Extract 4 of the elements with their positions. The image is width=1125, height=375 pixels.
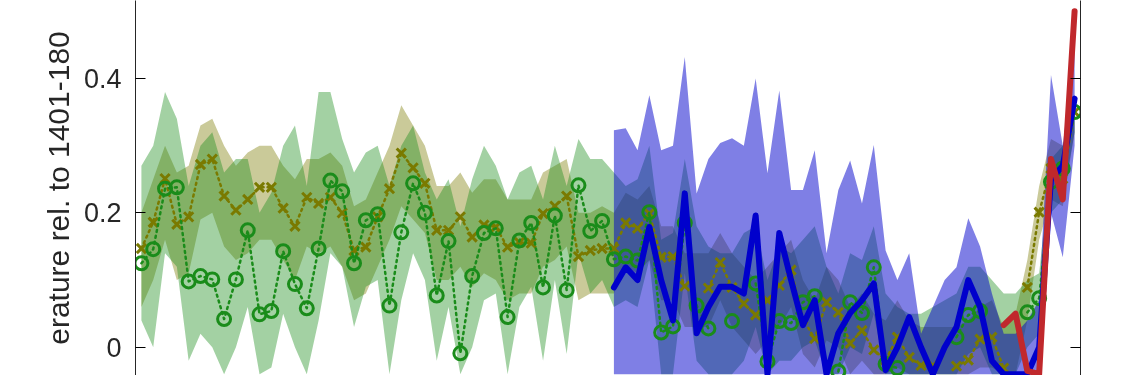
y-tick-label: 0.2 bbox=[83, 198, 122, 229]
y-tick-label: 0 bbox=[106, 332, 122, 363]
y-axis-title: erature rel. to 1401-180 bbox=[41, 31, 75, 345]
y-tick-label: 0.4 bbox=[83, 63, 122, 94]
